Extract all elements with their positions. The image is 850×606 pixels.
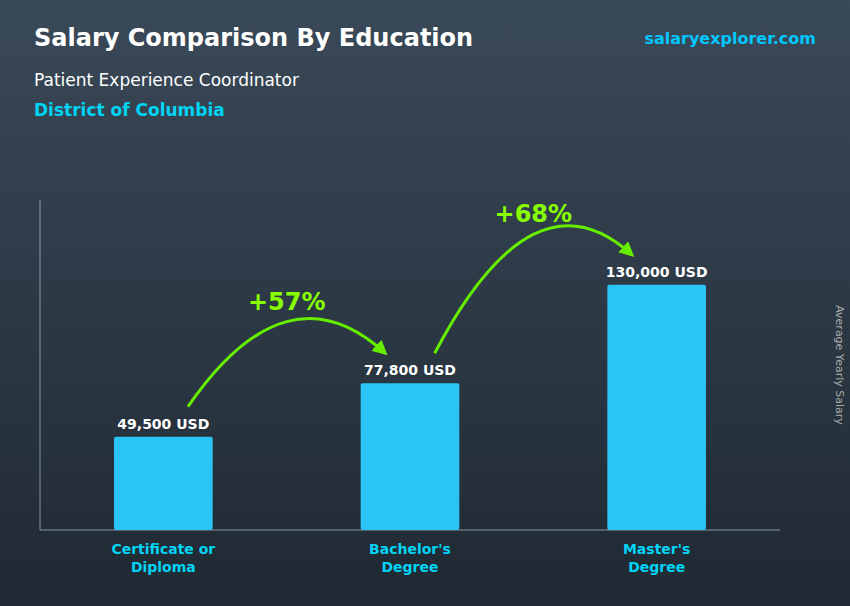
title: Salary Comparison By Education [34, 24, 473, 52]
x-tick-label: Master's Degree [623, 541, 690, 575]
growth-arrow [188, 319, 385, 407]
chart-container: Salary Comparison By Education Patient Ex… [0, 0, 850, 606]
subtitle: Patient Experience Coordinator [34, 70, 299, 90]
growth-label: +68% [495, 200, 573, 228]
y-axis-line [40, 200, 41, 530]
x-tick-label-line: Bachelor's [369, 541, 451, 557]
brand: salaryexplorer.com [644, 29, 816, 48]
value-label: 49,500 USD [117, 416, 209, 432]
x-tick-label-line: Degree [381, 559, 438, 575]
background [0, 0, 850, 606]
value-label: 77,800 USD [364, 362, 456, 378]
x-tick-label: Certificate or Diploma [111, 541, 215, 575]
subtitle: District of Columbia [34, 100, 225, 120]
growth-arrow [435, 226, 632, 354]
bar [607, 285, 706, 530]
x-tick-label: Bachelor's Degree [369, 541, 451, 575]
bars [114, 285, 706, 530]
y-axis-label: Average Yearly Salary [833, 305, 846, 425]
bar [114, 437, 213, 530]
x-tick-label-line: Master's [623, 541, 690, 557]
growth-label: +57% [248, 288, 326, 316]
chart: Salary Comparison By Education Patient Ex… [0, 0, 850, 606]
x-tick-label-line: Degree [628, 559, 685, 575]
x-tick-label-line: Certificate or [111, 541, 215, 557]
x-tick-label-line: Diploma [131, 559, 196, 575]
value-label: 130,000 USD [606, 264, 708, 280]
bar [361, 383, 460, 530]
